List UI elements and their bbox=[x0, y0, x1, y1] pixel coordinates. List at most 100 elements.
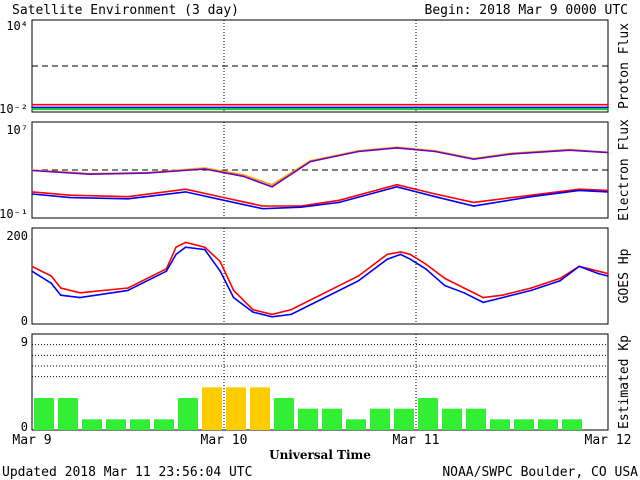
kp-bar-20 bbox=[514, 419, 534, 430]
data-point-2-1-26 bbox=[578, 265, 580, 268]
data-point-2-1-27 bbox=[597, 272, 600, 275]
kp-bar-1 bbox=[58, 398, 78, 430]
data-point-0-0-4 bbox=[415, 103, 417, 106]
kp-bar-3 bbox=[106, 419, 126, 430]
data-point-2-0-9 bbox=[219, 260, 221, 263]
data-point-2-1-22 bbox=[482, 301, 485, 304]
kp-bar-4 bbox=[130, 419, 150, 430]
data-point-1-2-0 bbox=[31, 191, 33, 193]
chart-marks bbox=[31, 20, 609, 430]
kp-bar-2 bbox=[82, 419, 102, 430]
data-point-1-2-10 bbox=[472, 201, 475, 204]
data-point-1-2-9 bbox=[434, 193, 437, 195]
data-point-2-1-1 bbox=[50, 282, 52, 285]
xtick-mar11: Mar 11 bbox=[393, 433, 440, 448]
data-point-1-1-0 bbox=[31, 169, 33, 172]
data-point-1-2-2 bbox=[127, 195, 129, 198]
series-line-2-blue bbox=[31, 246, 609, 318]
data-point-0-1-0 bbox=[31, 106, 33, 109]
data-point-2-0-25 bbox=[559, 277, 561, 280]
data-point-2-1-5 bbox=[165, 270, 168, 273]
data-point-1-1-3 bbox=[204, 168, 206, 170]
data-point-1-3-12 bbox=[578, 189, 580, 192]
data-point-0-2-0 bbox=[31, 108, 33, 111]
data-point-2-1-17 bbox=[399, 253, 402, 256]
credit: NOAA/SWPC Boulder, CO USA bbox=[442, 465, 638, 480]
data-point-1-2-3 bbox=[184, 188, 187, 191]
data-point-1-3-4 bbox=[223, 199, 225, 202]
data-point-1-3-8 bbox=[396, 185, 398, 188]
series-line-1-blue bbox=[31, 185, 609, 210]
data-point-2-0-7 bbox=[184, 241, 187, 244]
data-point-2-0-8 bbox=[204, 246, 206, 248]
data-point-2-1-25 bbox=[559, 280, 561, 282]
proton-ylabel: Proton Flux bbox=[617, 23, 632, 109]
data-point-2-0-6 bbox=[175, 246, 177, 248]
data-point-1-1-4 bbox=[242, 175, 244, 178]
data-point-0-2-4 bbox=[415, 108, 417, 111]
data-point-2-0-17 bbox=[399, 251, 402, 253]
kp-bar-5 bbox=[154, 419, 174, 430]
data-point-2-1-9 bbox=[219, 270, 221, 273]
xaxis-label: Universal Time bbox=[269, 448, 371, 462]
data-point-2-1-12 bbox=[271, 316, 273, 318]
data-point-2-1-15 bbox=[357, 280, 360, 282]
data-point-0-2-5 bbox=[511, 108, 513, 111]
kp-bar-17 bbox=[442, 408, 462, 430]
data-point-1-3-1 bbox=[69, 196, 72, 199]
data-point-2-1-4 bbox=[127, 289, 129, 292]
data-point-2-1-13 bbox=[290, 313, 293, 316]
kp-ylabel: Estimated Kp bbox=[617, 335, 632, 429]
series-line-1-red bbox=[31, 183, 609, 207]
kp-bar-18 bbox=[466, 408, 486, 430]
data-point-1-1-12 bbox=[568, 149, 571, 151]
xtick-mar9: Mar 9 bbox=[12, 433, 51, 448]
data-point-0-1-2 bbox=[223, 106, 225, 109]
kp-bar-8 bbox=[226, 387, 246, 430]
data-point-1-1-5 bbox=[271, 185, 273, 188]
electron-ylabel: Electron Flux bbox=[617, 119, 632, 221]
data-point-1-2-11 bbox=[530, 194, 532, 196]
data-point-1-0-4 bbox=[242, 173, 244, 176]
data-point-2-0-0 bbox=[31, 265, 33, 268]
data-point-2-0-13 bbox=[290, 308, 293, 311]
kp-ytick-top: 9 bbox=[21, 335, 28, 349]
data-point-2-0-14 bbox=[319, 294, 321, 297]
kp-bar-13 bbox=[346, 419, 366, 430]
electron-ytick-bottom: 10⁻¹ bbox=[0, 207, 28, 221]
data-point-2-1-23 bbox=[501, 296, 504, 299]
data-point-0-0-3 bbox=[319, 103, 321, 106]
hp-ylabel: GOES Hp bbox=[617, 248, 632, 303]
data-point-1-0-5 bbox=[271, 183, 273, 186]
data-point-2-1-2 bbox=[60, 294, 62, 297]
data-point-0-1-6 bbox=[607, 106, 609, 109]
data-point-1-3-11 bbox=[530, 195, 532, 198]
data-point-2-1-11 bbox=[252, 311, 254, 313]
data-point-0-0-2 bbox=[223, 103, 225, 106]
updated-timestamp: Updated 2018 Mar 11 23:56:04 UTC bbox=[2, 465, 252, 480]
data-point-1-1-11 bbox=[511, 153, 513, 155]
data-point-2-0-23 bbox=[501, 294, 504, 297]
data-point-1-1-7 bbox=[357, 150, 360, 153]
kp-bar-6 bbox=[178, 398, 198, 430]
data-point-1-1-2 bbox=[146, 172, 148, 174]
data-point-0-0-0 bbox=[31, 103, 33, 106]
kp-bar-9 bbox=[250, 387, 270, 430]
data-point-1-3-9 bbox=[434, 195, 437, 198]
hp-ytick-bottom: 0 bbox=[21, 314, 28, 328]
data-point-0-1-5 bbox=[511, 106, 513, 109]
proton-ytick-bottom: 10⁻² bbox=[0, 102, 28, 116]
data-point-2-0-18 bbox=[409, 253, 412, 256]
data-point-2-1-7 bbox=[184, 246, 187, 248]
series-line-1-purple bbox=[31, 147, 609, 188]
xtick-mar12: Mar 12 bbox=[585, 433, 632, 448]
data-point-1-3-13 bbox=[607, 191, 609, 193]
kp-bar-21 bbox=[538, 419, 558, 430]
data-point-1-1-13 bbox=[607, 151, 609, 154]
data-point-2-0-16 bbox=[386, 253, 389, 256]
data-point-2-0-1 bbox=[50, 275, 52, 277]
kp-bar-15 bbox=[394, 408, 414, 430]
data-point-2-1-8 bbox=[204, 248, 206, 251]
hp-panel bbox=[31, 227, 609, 325]
